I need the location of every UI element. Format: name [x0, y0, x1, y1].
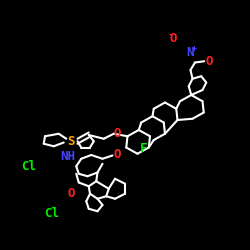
- Text: F: F: [140, 142, 147, 155]
- Text: Cl: Cl: [21, 160, 36, 173]
- Text: Cl: Cl: [44, 207, 59, 220]
- Text: O: O: [205, 55, 212, 68]
- Text: +: +: [191, 44, 196, 53]
- Text: S: S: [68, 135, 75, 148]
- Text: O: O: [170, 32, 177, 45]
- Text: O: O: [114, 127, 121, 140]
- Text: O: O: [68, 187, 75, 200]
- Text: N: N: [186, 46, 194, 59]
- Text: -: -: [168, 30, 173, 40]
- Text: O: O: [114, 148, 121, 162]
- Text: NH: NH: [60, 150, 75, 163]
